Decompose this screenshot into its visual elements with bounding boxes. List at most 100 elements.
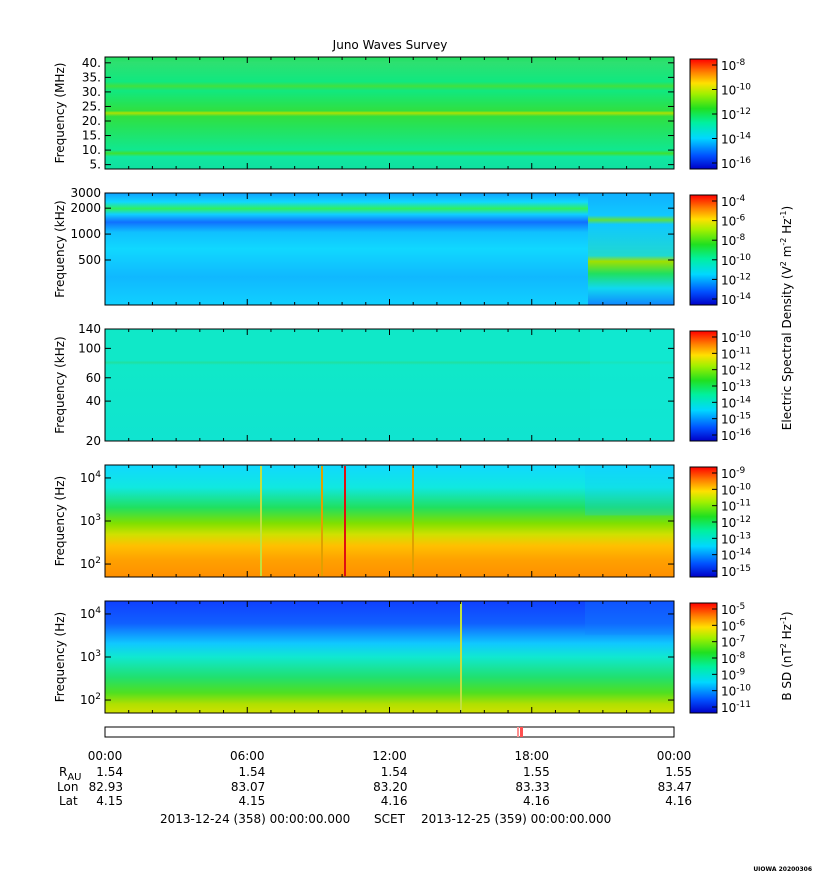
- colorbar-tick-label: 10-11: [721, 346, 751, 361]
- y-axis-label: Frequency (MHz): [53, 63, 67, 164]
- ephem-lat-value: 4.15: [96, 794, 123, 808]
- x-tick-label: 00:00: [657, 749, 692, 763]
- y-tick-label: 10.: [82, 143, 101, 157]
- colorbar-tick-label: 10-8: [721, 233, 746, 248]
- orbit-position-bar: [104, 726, 675, 738]
- spectrogram-panel-3: [105, 329, 674, 441]
- y-tick-label: 102: [80, 692, 101, 707]
- colorbar-tick-label: 10-8: [721, 58, 746, 73]
- y-tick-label: 3000: [70, 186, 101, 200]
- ephem-lon-value: 83.07: [231, 780, 265, 794]
- footer-end-time: 2013-12-25 (359) 00:00:00.000: [421, 812, 611, 826]
- orbit-position-marker: [520, 727, 523, 737]
- y-tick-label: 100: [78, 341, 101, 355]
- x-tick-label: 06:00: [230, 749, 265, 763]
- spectrogram-panel-2-late-segment: [588, 193, 674, 305]
- ephem-lat-value: 4.15: [239, 794, 266, 808]
- spectrogram-panel-2: [105, 193, 674, 305]
- y-tick-label: 104: [80, 606, 101, 621]
- spectrogram-panel-4-noise-region: [585, 465, 674, 516]
- colorbar-tick-label: 10-9: [721, 667, 746, 682]
- y-tick-label: 2000: [70, 201, 101, 215]
- colorbar-tick-label: 10-12: [721, 272, 751, 287]
- spectrogram-panel-5: [105, 601, 674, 713]
- colorbar-tick-label: 10-13: [721, 531, 751, 546]
- ephem-lon-value: 83.33: [515, 780, 549, 794]
- y-tick-label: 5.: [90, 158, 101, 172]
- colorbar-tick-label: 10-11: [721, 700, 751, 715]
- y-tick-label: 500: [78, 253, 101, 267]
- colorbar-tick-label: 10-10: [721, 482, 751, 497]
- colorbar-tick-label: 10-16: [721, 156, 751, 171]
- colorbar-tick-label: 10-9: [721, 466, 746, 481]
- ephem-label-rau: RAU: [59, 765, 82, 783]
- colorbar-tick-label: 10-15: [721, 412, 751, 427]
- y-axis-label: Frequency (kHz): [53, 200, 67, 297]
- y-tick-label: 25.: [82, 99, 101, 113]
- colorbar-tick-label: 10-14: [721, 395, 751, 410]
- spectrogram-panel-3-late-segment: [590, 329, 674, 441]
- colorbar-tick-label: 10-12: [721, 107, 751, 122]
- y-tick-label: 40.: [82, 56, 101, 70]
- footer-start-time: 2013-12-24 (358) 00:00:00.000: [160, 812, 350, 826]
- colorbar-tick-label: 10-14: [721, 292, 751, 307]
- ephem-lat-value: 4.16: [381, 794, 408, 808]
- colorbar-tick-label: 10-12: [721, 515, 751, 530]
- ephem-rau-value: 1.55: [523, 765, 550, 779]
- spectrogram-panel-1: [105, 57, 674, 169]
- colorbar-tick-label: 10-7: [721, 635, 745, 650]
- colorbar-tick-label: 10-10: [721, 253, 751, 268]
- colorbar-tick-label: 10-5: [721, 602, 745, 617]
- x-tick-label: 18:00: [514, 749, 549, 763]
- y-tick-label: 30.: [82, 85, 101, 99]
- colorbar-tick-label: 10-10: [721, 83, 751, 98]
- y-axis-label: Frequency (Hz): [53, 612, 67, 703]
- y-tick-label: 40: [86, 394, 101, 408]
- orbit-position-marker: [517, 727, 519, 737]
- x-tick-label: 12:00: [372, 749, 407, 763]
- colorbar-label-magnetic: B SD (nT2 Hz-1): [779, 611, 794, 700]
- y-tick-label: 102: [80, 556, 101, 571]
- colorbar-tick-label: 10-10: [721, 330, 751, 345]
- colorbar-tick-label: 10-6: [721, 214, 746, 229]
- colorbar-tick-label: 10-15: [721, 564, 751, 579]
- ephem-rau-value: 1.55: [665, 765, 692, 779]
- spectrogram-panel-4: [105, 465, 674, 577]
- ephem-lon-value: 83.20: [373, 780, 407, 794]
- y-tick-label: 1000: [70, 227, 101, 241]
- footer-scet-label: SCET: [374, 812, 406, 826]
- y-tick-label: 140: [78, 322, 101, 336]
- stamp: UIOWA 20200306: [753, 866, 812, 873]
- colorbar-tick-label: 10-8: [721, 651, 746, 666]
- colorbar-tick-label: 10-11: [721, 499, 751, 514]
- y-tick-label: 104: [80, 470, 101, 485]
- colorbar-tick-label: 10-10: [721, 684, 751, 699]
- colorbar-tick-label: 10-6: [721, 618, 746, 633]
- colorbar-label-electric: Electric Spectral Density (V2 m-2 Hz-1): [779, 206, 794, 430]
- ephem-rau-value: 1.54: [381, 765, 408, 779]
- colorbar-tick-label: 10-14: [721, 132, 751, 147]
- y-tick-label: 103: [80, 649, 101, 664]
- colorbar-tick-label: 10-16: [721, 428, 751, 443]
- ephem-label-lon: Lon: [57, 780, 78, 794]
- y-tick-label: 20: [86, 434, 101, 448]
- colorbar-tick-label: 10-4: [721, 194, 746, 209]
- y-tick-label: 60: [86, 371, 101, 385]
- y-tick-label: 20.: [82, 114, 101, 128]
- spectrogram-panel-5-noise-region: [585, 601, 674, 635]
- y-axis-label: Frequency (Hz): [53, 476, 67, 567]
- colorbar-2: [689, 194, 718, 306]
- ephem-lat-value: 4.16: [665, 794, 692, 808]
- ephem-rau-value: 1.54: [239, 765, 266, 779]
- y-tick-label: 103: [80, 513, 101, 528]
- y-tick-label: 15.: [82, 129, 101, 143]
- colorbar-tick-label: 10-13: [721, 379, 751, 394]
- ephem-lat-value: 4.16: [523, 794, 550, 808]
- colorbar-tick-label: 10-14: [721, 548, 751, 563]
- ephem-lon-value: 83.47: [658, 780, 692, 794]
- colorbar-tick-label: 10-12: [721, 363, 751, 378]
- ephem-lon-value: 82.93: [89, 780, 123, 794]
- y-tick-label: 35.: [82, 70, 101, 84]
- chart-title: Juno Waves Survey: [332, 38, 448, 52]
